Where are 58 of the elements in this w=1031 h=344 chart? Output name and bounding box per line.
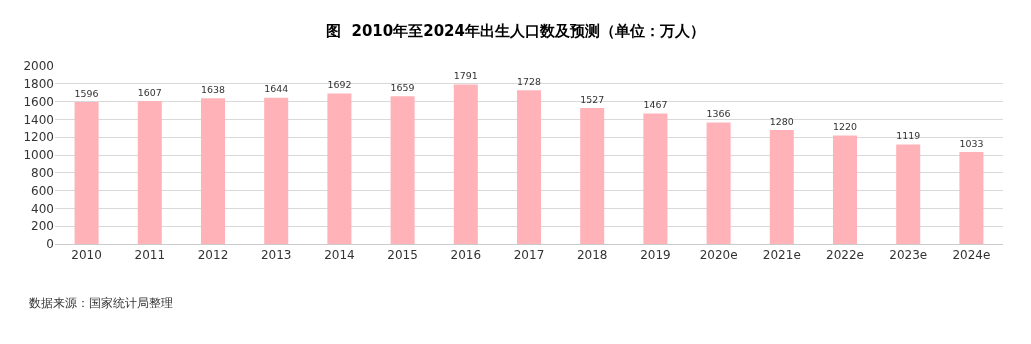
bar [516,90,542,244]
data-label: 1644 [264,83,289,95]
data-label: 1119 [896,130,921,142]
data-label: 1659 [390,81,415,93]
bar [769,130,794,244]
x-tick-label: 2024e [952,248,991,263]
bar [74,101,99,244]
x-tick-label: 2022e [826,248,864,263]
data-label: 1527 [580,93,605,105]
data-label: 1220 [833,121,857,133]
y-tick-label: 600 [31,183,54,198]
chart-title: 图 2010年至2024年出生人口数及预测（单位：万人） [326,22,705,41]
x-tick-label: 2010 [71,248,102,263]
x-tick-label: 2018 [576,248,608,263]
x-tick-label: 2017 [513,248,545,263]
y-tick-label: 400 [31,201,54,216]
x-tick-label: 2015 [387,248,418,263]
bar [706,122,731,244]
x-tick-label: 2013 [260,248,292,263]
bar [390,96,415,244]
source-note: 数据来源：国家统计局整理 [29,296,173,310]
data-label: 1033 [959,137,984,149]
y-tick-label: 800 [31,166,54,180]
data-label: 1728 [517,75,541,87]
data-label: 1791 [453,70,478,82]
bar [832,135,858,244]
x-tick-label: 2016 [450,248,482,263]
data-label: 1280 [769,115,794,127]
bar [896,144,921,244]
bar [137,100,162,244]
y-tick-label: 1000 [23,148,54,163]
bar [959,152,984,244]
x-tick-label: 2019 [640,248,671,263]
y-tick-label: 1600 [23,94,54,109]
y-tick-label: 2000 [23,59,54,74]
y-tick-label: 1800 [23,77,54,91]
data-label: 1596 [74,87,99,99]
data-label: 1467 [643,99,668,111]
bar [264,97,289,244]
data-label: 1366 [706,108,731,120]
x-tick-label: 2011 [134,248,166,263]
x-tick-label: 2021e [762,248,801,263]
data-label: 1692 [327,79,352,91]
y-tick-label: 0 [46,237,54,252]
x-tick-label: 2020e [699,248,738,263]
bar [580,108,605,244]
x-tick-label: 2014 [324,248,355,263]
y-tick-label: 1200 [23,130,54,145]
data-label: 1607 [137,86,162,98]
x-tick-label: 2023e [889,248,928,263]
bar [453,84,478,244]
bar [643,113,668,244]
bar [327,93,352,244]
x-tick-label: 2012 [197,248,229,263]
y-tick-label: 1400 [23,112,54,127]
y-tick-label: 200 [31,219,54,234]
data-label: 1638 [201,83,225,95]
bar [200,98,226,244]
